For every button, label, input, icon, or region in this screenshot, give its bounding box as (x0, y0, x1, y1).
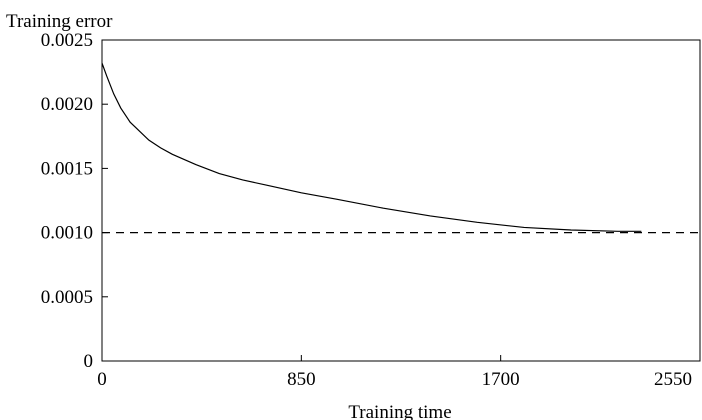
y-tick-label: 0.0010 (41, 223, 93, 244)
x-tick-label: 2550 (654, 369, 692, 390)
plot-frame (102, 40, 700, 361)
y-tick-label: 0.0005 (41, 287, 93, 308)
y-tick-label: 0 (84, 351, 94, 372)
y-tick-label: 0.0020 (41, 94, 93, 115)
series-group (102, 63, 700, 232)
x-tick-label: 850 (287, 369, 316, 390)
x-tick-label: 1700 (482, 369, 520, 390)
y-axis-ticks: 0 0.0005 0.0010 0.0015 0.0020 0.0025 (41, 30, 108, 372)
training-error-curve (102, 63, 641, 231)
x-tick-label: 0 (97, 369, 107, 390)
y-axis-label: Training error (6, 11, 113, 32)
x-axis-ticks: 0 850 1700 2550 (97, 355, 692, 390)
y-tick-label: 0.0015 (41, 158, 93, 179)
x-axis-label: Training time (348, 402, 451, 420)
y-tick-label: 0.0025 (41, 30, 93, 51)
